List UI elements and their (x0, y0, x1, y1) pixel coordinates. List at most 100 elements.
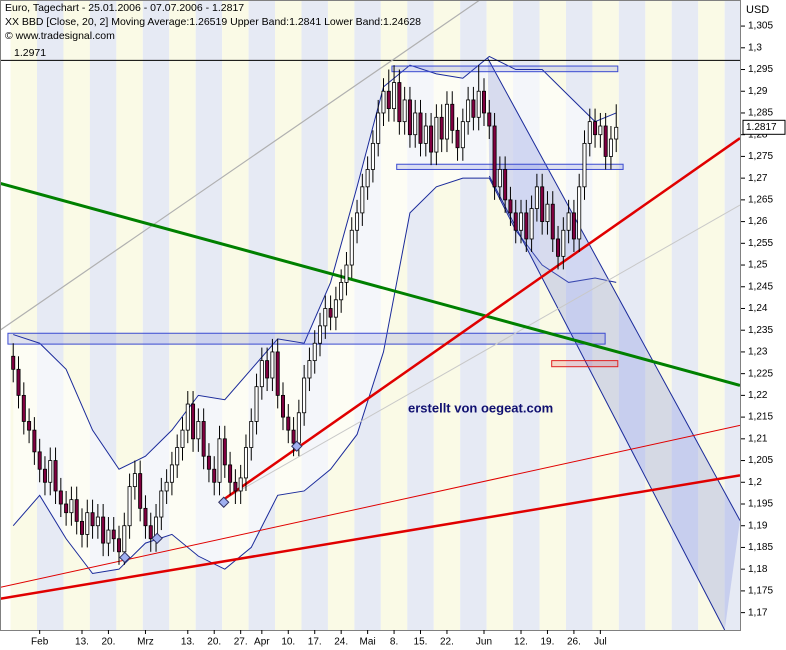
x-tick-label: Feb (31, 637, 49, 648)
candle-body (476, 90, 481, 118)
x-tick-label: 10. (281, 637, 295, 648)
zone (396, 163, 624, 170)
last-price-box (742, 119, 786, 135)
y-tick-label: 1,25 (748, 260, 768, 271)
y-tick-label: 1,22 (748, 390, 768, 401)
candle-body (11, 355, 16, 370)
x-tick-label: Mai (360, 637, 376, 648)
candle-body (138, 473, 143, 509)
candle-body (466, 99, 471, 123)
candle-body (333, 299, 338, 318)
axes: 1,17 1,175 1,18 1,185 1,19 1,195 1,2 1,205 1,21 1… (31, 21, 773, 648)
x-tick-label: Jul (594, 637, 607, 648)
candle-body (413, 112, 418, 136)
y-tick-label: 1,305 (748, 21, 773, 32)
candle-body (482, 90, 486, 114)
candle-body (122, 525, 127, 553)
candle-body (159, 490, 164, 518)
candle-body (148, 525, 153, 540)
candle-body (529, 208, 534, 240)
candle-body (95, 516, 100, 527)
candle-body (355, 212, 360, 231)
week-stripe (592, 0, 619, 630)
candle-body (64, 503, 69, 514)
trend-line (0, 181, 740, 387)
upper-band (13, 55, 617, 470)
candle-body (614, 126, 619, 140)
candle-body (571, 212, 576, 240)
candle-body (111, 529, 116, 540)
week-stripe (645, 0, 672, 630)
marker (119, 551, 131, 564)
candle-body (164, 481, 169, 492)
plot-border (0, 0, 741, 631)
y-tick-label: 1,19 (748, 520, 768, 531)
candle-body (117, 538, 122, 553)
candle-body (259, 360, 264, 388)
candle-body (42, 468, 47, 483)
candle-body (503, 169, 508, 201)
channel-line (488, 175, 726, 630)
x-tick-label: 24. (334, 637, 348, 648)
candle-body (312, 342, 317, 362)
candle-body (328, 308, 333, 318)
x-tick-label: 20. (101, 637, 115, 648)
marker (291, 440, 303, 452)
candle-body (444, 103, 449, 140)
candle-body (69, 499, 74, 514)
candle-body (233, 481, 238, 492)
y-tick-label: 1,2 (748, 477, 762, 488)
candle-body (608, 138, 613, 157)
week-stripe (618, 0, 646, 630)
candle-body (487, 112, 492, 127)
candle-body (206, 455, 211, 470)
candle-body (228, 464, 233, 483)
candle-body (222, 438, 227, 466)
candle-body (238, 477, 243, 492)
candle-body (281, 394, 285, 418)
candle-body (556, 238, 561, 257)
marker (151, 532, 163, 545)
band-area (13, 56, 617, 574)
y-tick-label: 1,195 (748, 499, 773, 510)
candle-body (175, 447, 180, 466)
y-tick-label: 1,17 (748, 607, 768, 618)
trend-line (0, 474, 740, 600)
chart-title: Euro, Tagechart - 25.01.2006 - 07.07.200… (5, 2, 244, 14)
candle-body (254, 386, 259, 422)
candle-body (53, 460, 58, 492)
week-stripe (724, 0, 740, 630)
y-tick-label: 1,265 (748, 195, 773, 206)
candle-body (423, 125, 428, 144)
week-stripe (275, 0, 302, 630)
candle-body (460, 121, 465, 149)
y-tick-label: 1,175 (748, 586, 773, 597)
candle-body (492, 125, 497, 188)
candle-body (407, 99, 412, 136)
candle-body (402, 99, 407, 123)
x-tick-label: 17. (308, 637, 322, 648)
candle-body (58, 490, 63, 505)
candle-body (323, 308, 328, 327)
candle-body (196, 421, 201, 440)
candle-body (429, 125, 434, 153)
zone (391, 65, 619, 73)
candle-body (318, 325, 323, 344)
source: © www.tradesignal.com (5, 30, 115, 42)
y-tick-label: 1,27 (748, 173, 768, 184)
week-stripe (698, 0, 725, 630)
candle-body (296, 412, 301, 444)
candle-body (21, 394, 26, 422)
candle-body (32, 429, 37, 453)
candle-body (397, 82, 402, 123)
last-price-label: 1.2817 (746, 122, 777, 133)
x-tick-label: 26. (567, 637, 581, 648)
plot-area (0, 0, 740, 630)
x-tick-label: 19. (541, 637, 555, 648)
candle-body (270, 351, 275, 379)
candle-body (534, 186, 539, 209)
candle-body (381, 90, 386, 114)
candle-body (508, 199, 513, 214)
y-tick-label: 1,225 (748, 368, 773, 379)
